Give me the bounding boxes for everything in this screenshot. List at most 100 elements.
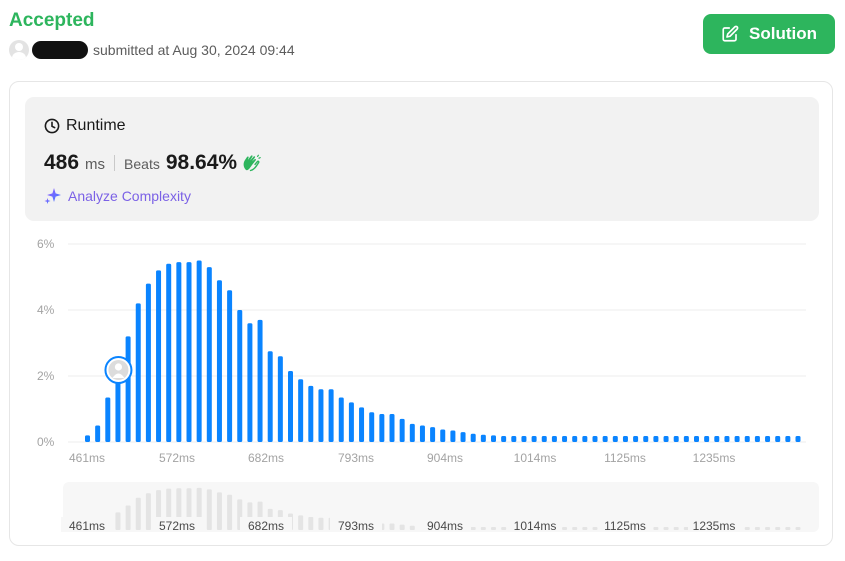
runtime-bar[interactable] <box>633 436 639 442</box>
runtime-bar[interactable] <box>85 435 90 442</box>
minimap-tick-label: 1014ms <box>514 519 557 533</box>
minimap-bar <box>216 492 222 530</box>
runtime-bar[interactable] <box>359 407 365 442</box>
runtime-bar[interactable] <box>480 434 486 442</box>
runtime-bar[interactable] <box>348 402 354 442</box>
runtime-bar[interactable] <box>430 427 436 442</box>
minimap-bar <box>399 524 405 530</box>
runtime-bar[interactable] <box>237 310 243 442</box>
runtime-bar[interactable] <box>775 436 781 442</box>
minimap-bar <box>470 527 476 530</box>
edit-icon <box>722 25 739 42</box>
runtime-bar[interactable] <box>765 436 771 442</box>
runtime-bar[interactable] <box>795 436 801 442</box>
runtime-bar[interactable] <box>531 436 537 442</box>
runtime-bar[interactable] <box>734 436 740 442</box>
runtime-bar[interactable] <box>602 436 608 442</box>
runtime-bar[interactable] <box>450 430 456 442</box>
runtime-bar[interactable] <box>298 379 304 442</box>
x-tick-label: 1235ms <box>693 451 736 465</box>
runtime-bar[interactable] <box>328 389 334 442</box>
runtime-bar[interactable] <box>409 423 415 442</box>
runtime-bar[interactable] <box>511 436 517 442</box>
minimap-bar <box>795 527 801 530</box>
runtime-bar[interactable] <box>135 303 141 442</box>
runtime-bar[interactable] <box>318 389 324 442</box>
runtime-bar[interactable] <box>440 429 446 442</box>
runtime-bar[interactable] <box>186 262 192 442</box>
runtime-bar[interactable] <box>470 433 476 442</box>
runtime-bar[interactable] <box>754 436 760 442</box>
runtime-bar[interactable] <box>247 323 253 442</box>
runtime-bar[interactable] <box>379 413 385 442</box>
status-title: Accepted <box>9 10 95 31</box>
separator <box>114 155 116 171</box>
runtime-bar[interactable] <box>541 436 547 442</box>
runtime-bar[interactable] <box>744 436 750 442</box>
runtime-bar[interactable] <box>176 262 182 442</box>
runtime-bar[interactable] <box>785 436 791 442</box>
runtime-bar[interactable] <box>277 356 283 442</box>
runtime-bar[interactable] <box>491 435 496 442</box>
runtime-bar[interactable] <box>663 436 669 442</box>
minimap-bar <box>227 494 233 530</box>
runtime-bar[interactable] <box>551 436 557 442</box>
x-tick-label: 904ms <box>427 451 463 465</box>
y-tick-label: 0% <box>37 435 55 449</box>
runtime-bar[interactable] <box>419 425 425 443</box>
runtime-bar[interactable] <box>216 280 222 442</box>
runtime-bar[interactable] <box>267 351 273 442</box>
minimap-bar <box>592 527 598 530</box>
runtime-bar[interactable] <box>145 283 151 442</box>
sparkle-icon <box>44 188 61 204</box>
runtime-panel[interactable]: Runtime 486 ms Beats 98.64% Analyze Comp… <box>25 97 819 221</box>
runtime-bar[interactable] <box>572 436 578 442</box>
runtime-bar[interactable] <box>612 436 618 442</box>
minimap-bar <box>673 527 679 530</box>
runtime-bar[interactable] <box>592 436 598 442</box>
runtime-bar[interactable] <box>704 436 710 442</box>
runtime-bar[interactable] <box>673 436 679 442</box>
runtime-bar[interactable] <box>156 270 162 442</box>
runtime-bar[interactable] <box>369 412 375 442</box>
user-avatar-icon[interactable] <box>9 40 29 60</box>
analyze-complexity-link[interactable]: Analyze Complexity <box>44 187 191 205</box>
runtime-bar[interactable] <box>724 436 730 442</box>
runtime-bar[interactable] <box>653 436 659 442</box>
runtime-bar[interactable] <box>115 366 121 442</box>
runtime-bar[interactable] <box>501 436 507 442</box>
runtime-bar[interactable] <box>95 425 101 443</box>
runtime-bar[interactable] <box>460 432 466 442</box>
runtime-bar[interactable] <box>257 319 263 442</box>
minimap-tick-label: 461ms <box>69 519 105 533</box>
runtime-bar[interactable] <box>399 418 405 442</box>
runtime-bar[interactable] <box>582 436 588 442</box>
runtime-bar[interactable] <box>562 436 568 442</box>
runtime-bar[interactable] <box>105 397 111 442</box>
clap-hands-icon <box>243 154 261 172</box>
minimap-bar <box>206 489 212 530</box>
runtime-stats: 486 ms Beats 98.64% <box>44 151 261 175</box>
runtime-bar[interactable] <box>227 290 233 442</box>
user-position-marker[interactable] <box>104 356 133 384</box>
runtime-bar[interactable] <box>196 260 202 443</box>
minimap-bar <box>308 516 314 530</box>
runtime-bar[interactable] <box>521 436 527 442</box>
runtime-bar[interactable] <box>308 385 314 442</box>
runtime-bar[interactable] <box>683 436 689 442</box>
runtime-bar[interactable] <box>125 336 131 442</box>
runtime-bar[interactable] <box>622 436 628 442</box>
runtime-bar[interactable] <box>389 413 395 442</box>
runtime-bar[interactable] <box>643 436 649 442</box>
runtime-bar[interactable] <box>714 436 720 442</box>
runtime-bar[interactable] <box>694 436 699 442</box>
runtime-bar[interactable] <box>288 371 293 442</box>
runtime-bar[interactable] <box>166 263 172 442</box>
x-tick-label: 572ms <box>159 451 195 465</box>
runtime-bar[interactable] <box>206 267 212 442</box>
y-tick-label: 2% <box>37 369 55 383</box>
runtime-bar[interactable] <box>338 397 344 442</box>
solution-button[interactable]: Solution <box>703 14 835 54</box>
minimap-bar <box>501 527 507 530</box>
